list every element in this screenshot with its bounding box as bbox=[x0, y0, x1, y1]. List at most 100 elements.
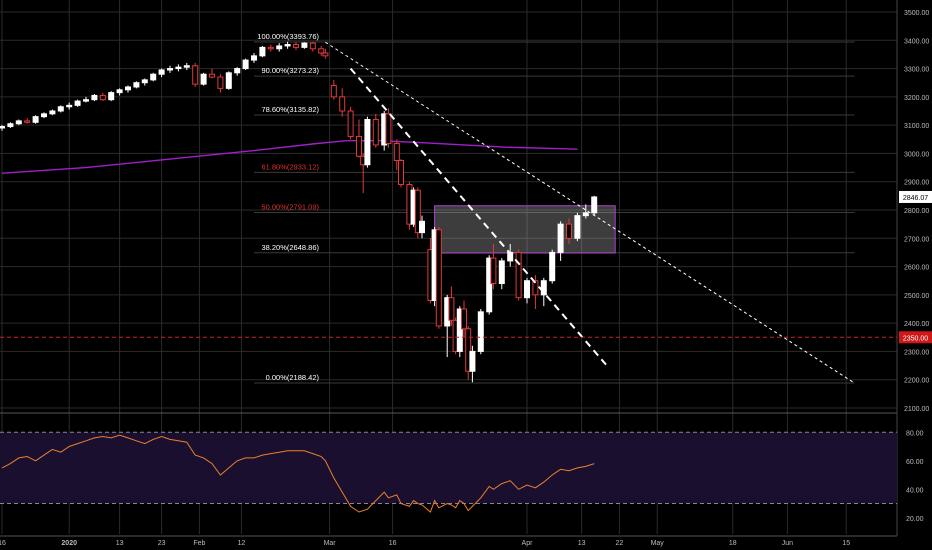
candle-body bbox=[318, 48, 325, 54]
candle-body bbox=[330, 85, 337, 98]
candle-body bbox=[393, 143, 400, 161]
price-tick-label: 2700.00 bbox=[904, 236, 929, 243]
fib-level-label: 90.00%(3273.23) bbox=[261, 66, 319, 75]
time-tick-label: 16 bbox=[0, 540, 6, 547]
fib-level-label: 50.00%(2791.09) bbox=[261, 203, 319, 212]
time-tick-label: Jun bbox=[782, 540, 793, 547]
candle-body bbox=[574, 215, 581, 239]
candle-body bbox=[435, 229, 442, 327]
fib-level-label: 0.00%(2188.42) bbox=[266, 373, 320, 382]
candle-body bbox=[490, 257, 497, 285]
candle-body bbox=[419, 220, 425, 234]
price-tick-label: 2200.00 bbox=[904, 378, 929, 385]
candle-body bbox=[267, 46, 274, 50]
price-tag-label: 2846.07 bbox=[903, 195, 928, 202]
candle-body bbox=[448, 297, 455, 321]
price-tick-label: 3300.00 bbox=[904, 67, 929, 74]
candle-body bbox=[414, 189, 421, 234]
time-tick-label: 18 bbox=[729, 540, 737, 547]
candle-body bbox=[167, 68, 173, 71]
candle-body bbox=[251, 55, 257, 61]
candle-body bbox=[7, 123, 14, 128]
candle-body bbox=[158, 69, 165, 75]
candle-body bbox=[591, 196, 598, 214]
candle-body bbox=[24, 120, 31, 123]
rsi-tick-label: 80.00 bbox=[906, 430, 924, 437]
candle-body bbox=[49, 110, 56, 115]
candle-body bbox=[99, 94, 106, 101]
rsi-pane: 80.00 60.00 40.00 20.00 bbox=[0, 430, 924, 523]
candle-body bbox=[486, 257, 493, 313]
candle-body bbox=[91, 94, 98, 101]
candle-body bbox=[192, 65, 199, 85]
price-tick-label: 2400.00 bbox=[904, 321, 929, 328]
candle-body bbox=[183, 65, 190, 68]
price-tick-label: 2300.00 bbox=[904, 349, 929, 356]
candle-body bbox=[15, 120, 22, 125]
candle-body bbox=[234, 68, 241, 74]
fib-level-label: 78.60%(3135.82) bbox=[261, 105, 319, 114]
rsi-band bbox=[0, 432, 897, 504]
candle-body bbox=[515, 251, 522, 299]
price-tag-label: 2350.00 bbox=[903, 335, 928, 342]
candle-body bbox=[66, 104, 73, 108]
time-tick-label: May bbox=[651, 540, 665, 547]
trendline[interactable] bbox=[325, 41, 855, 384]
candle-body bbox=[141, 79, 148, 84]
candle-body bbox=[242, 59, 249, 70]
candlestick-series bbox=[0, 41, 598, 383]
candle-body bbox=[498, 260, 505, 285]
time-tick-label: 22 bbox=[616, 540, 624, 547]
time-tick-label: 2020 bbox=[61, 540, 77, 547]
candle-body bbox=[456, 308, 463, 352]
candle-body bbox=[566, 223, 572, 239]
candle-body bbox=[347, 110, 354, 137]
candle-body bbox=[83, 99, 89, 102]
candle-body bbox=[74, 100, 81, 106]
ma-line bbox=[1, 139, 578, 174]
candle-body bbox=[339, 96, 346, 112]
grid-lines bbox=[0, 0, 898, 537]
rsi-tick-label: 60.00 bbox=[906, 459, 924, 466]
candle-body bbox=[133, 82, 140, 88]
time-axis[interactable]: 16 2020 13 23 Feb 12 Mar 16 Apr 13 22 May 18 Jun 15 bbox=[0, 540, 850, 547]
fib-level-label: 61.80%(2933.12) bbox=[261, 162, 319, 171]
fib-level-label: 100.00%(3393.76) bbox=[257, 32, 319, 41]
candle-body bbox=[57, 106, 64, 112]
candle-body bbox=[276, 45, 283, 50]
price-tick-label: 2600.00 bbox=[904, 265, 929, 272]
price-axis[interactable]: 3500.00 3400.00 3300.00 3200.00 3100.00 3000.… bbox=[899, 10, 932, 413]
price-tag-box[interactable] bbox=[899, 190, 932, 203]
price-tick-label: 3400.00 bbox=[904, 38, 929, 45]
time-tick-label: Feb bbox=[193, 540, 205, 547]
candle-body bbox=[461, 308, 467, 330]
candle-body bbox=[477, 311, 484, 352]
candle-body bbox=[469, 350, 476, 372]
rsi-line bbox=[1, 434, 595, 513]
time-tick-label: 13 bbox=[578, 540, 586, 547]
candle-body bbox=[549, 251, 556, 282]
moving-average-line bbox=[1, 139, 578, 174]
time-tick-label: 15 bbox=[842, 540, 850, 547]
candle-body bbox=[301, 42, 308, 48]
candle-body bbox=[217, 76, 224, 89]
candle-body bbox=[125, 86, 131, 91]
candle-body bbox=[293, 44, 299, 48]
candle-body bbox=[200, 73, 207, 85]
trendline[interactable] bbox=[349, 67, 608, 367]
price-tick-label: 3200.00 bbox=[904, 95, 929, 102]
rsi-tick-label: 20.00 bbox=[906, 516, 924, 523]
candle-body bbox=[32, 116, 39, 123]
candle-body bbox=[209, 73, 215, 78]
price-tick-label: 2100.00 bbox=[904, 406, 929, 413]
candle-body bbox=[322, 52, 329, 57]
trendlines[interactable] bbox=[325, 41, 855, 384]
candle-body bbox=[398, 160, 404, 186]
price-tag-box[interactable] bbox=[899, 331, 932, 344]
candle-body bbox=[284, 44, 291, 47]
candle-body bbox=[540, 280, 547, 296]
price-tick-label: 2900.00 bbox=[904, 180, 929, 187]
candle-body bbox=[385, 113, 392, 145]
price-tick-label: 3100.00 bbox=[904, 123, 929, 130]
